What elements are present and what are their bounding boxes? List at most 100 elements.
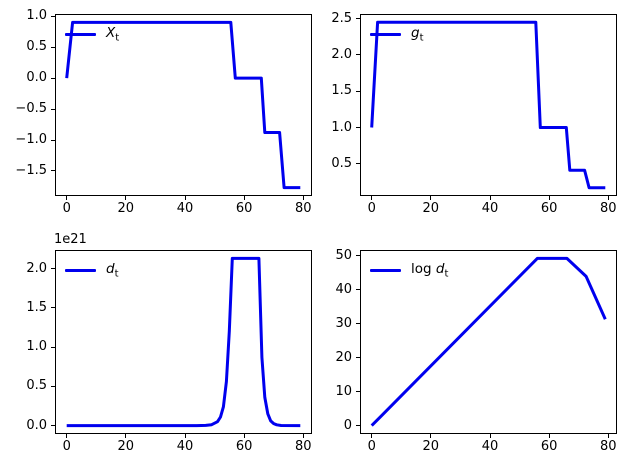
x-tick-label: 40 bbox=[481, 201, 499, 216]
x-tick bbox=[184, 434, 186, 438]
y-tick bbox=[51, 108, 55, 110]
subplot-xt: Xt 0 20 40 60 80 −1.5 −1.0 −0.5 0.0 0.5 1.0 bbox=[15, 8, 312, 216]
y-tick bbox=[356, 255, 360, 257]
y-tick bbox=[51, 77, 55, 79]
y-tick-label: −1.0 bbox=[15, 132, 47, 147]
y-tick bbox=[356, 425, 360, 427]
x-tick-label: 80 bbox=[600, 439, 617, 454]
x-tick-label: 20 bbox=[422, 439, 440, 454]
y-tick-label: 2.5 bbox=[331, 10, 352, 26]
plot-area bbox=[55, 14, 312, 196]
x-tick bbox=[243, 434, 245, 438]
y-tick-label: 0.5 bbox=[26, 39, 47, 55]
x-tick-label: 60 bbox=[540, 439, 558, 454]
y-tick bbox=[356, 323, 360, 325]
x-tick-label: 20 bbox=[117, 439, 135, 454]
legend-key-line bbox=[370, 32, 401, 36]
axes-spines bbox=[360, 14, 617, 196]
y-tick bbox=[51, 346, 55, 348]
x-tick bbox=[371, 196, 373, 200]
x-tick bbox=[184, 196, 186, 200]
y-tick bbox=[356, 357, 360, 359]
x-tick bbox=[607, 196, 609, 200]
x-tick-label: 60 bbox=[540, 201, 558, 216]
y-tick-label: 20 bbox=[335, 349, 352, 365]
plot-area bbox=[360, 14, 617, 196]
x-tick-label: 0 bbox=[367, 201, 376, 216]
plot-area bbox=[55, 250, 312, 434]
axes-spines bbox=[55, 14, 312, 196]
legend-key-line bbox=[65, 32, 96, 36]
legend-label: Xt bbox=[106, 25, 120, 44]
data-line bbox=[370, 20, 606, 190]
y-tick-label: 30 bbox=[335, 315, 352, 331]
y-tick-label: 2.0 bbox=[26, 260, 47, 276]
y-axis-offset-label: 1e21 bbox=[54, 232, 87, 247]
x-tick-label: 40 bbox=[481, 439, 499, 454]
x-tick bbox=[371, 434, 373, 438]
subplot-gt: gt 0 20 40 60 80 0.5 1.0 1.5 2.0 2.5 bbox=[331, 11, 617, 216]
x-tick-label: 80 bbox=[295, 201, 312, 216]
x-tick bbox=[489, 196, 491, 200]
y-tick-label: 0.5 bbox=[331, 155, 352, 171]
y-tick-label: 0 bbox=[343, 417, 352, 433]
y-tick-label: 2.0 bbox=[331, 46, 352, 62]
y-tick bbox=[51, 385, 55, 387]
x-tick-label: 20 bbox=[117, 201, 135, 216]
x-tick-label: 0 bbox=[62, 439, 71, 454]
y-tick-label: 1.5 bbox=[331, 83, 352, 99]
x-tick-label: 60 bbox=[235, 439, 253, 454]
x-tick-label: 0 bbox=[62, 201, 71, 216]
x-tick bbox=[243, 196, 245, 200]
x-tick bbox=[548, 434, 550, 438]
x-tick bbox=[489, 434, 491, 438]
x-tick bbox=[607, 434, 609, 438]
x-tick-label: 40 bbox=[176, 439, 194, 454]
x-tick bbox=[66, 434, 68, 438]
legend: Xt bbox=[65, 25, 120, 44]
y-tick-label: 1.0 bbox=[26, 339, 47, 355]
y-tick bbox=[51, 15, 55, 17]
data-line bbox=[66, 256, 301, 428]
y-tick-label: 10 bbox=[335, 383, 352, 399]
legend-label: log dt bbox=[411, 261, 449, 280]
y-tick-label: 0.0 bbox=[26, 70, 47, 86]
y-tick bbox=[51, 307, 55, 309]
y-tick bbox=[51, 139, 55, 141]
y-tick-label: 1.0 bbox=[331, 119, 352, 135]
x-tick bbox=[302, 434, 304, 438]
x-tick bbox=[125, 434, 127, 438]
x-tick-label: 0 bbox=[367, 439, 376, 454]
y-tick-label: 1.0 bbox=[26, 8, 47, 24]
x-tick-label: 40 bbox=[176, 201, 194, 216]
legend-label: dt bbox=[106, 261, 119, 280]
legend-key-line bbox=[370, 268, 401, 272]
data-line bbox=[370, 256, 607, 427]
y-tick bbox=[356, 163, 360, 165]
legend-key-line bbox=[65, 268, 96, 272]
x-tick bbox=[125, 196, 127, 200]
x-tick bbox=[430, 434, 432, 438]
x-tick-label: 20 bbox=[422, 201, 440, 216]
y-tick bbox=[356, 391, 360, 393]
subplot-dt: 1e21 dt 0 20 40 60 80 0.0 0.5 1.0 1.5 2.0 bbox=[26, 233, 312, 454]
axes-spines bbox=[55, 250, 312, 434]
x-tick-label: 80 bbox=[600, 201, 617, 216]
y-tick bbox=[356, 54, 360, 56]
y-tick bbox=[51, 46, 55, 48]
legend: log dt bbox=[370, 261, 449, 280]
plot-area bbox=[360, 250, 617, 434]
y-tick-label: −0.5 bbox=[15, 101, 47, 116]
y-tick-label: 0.0 bbox=[26, 417, 47, 433]
x-tick bbox=[548, 196, 550, 200]
subplot-log-dt: log dt 0 20 40 60 80 0 10 20 30 40 50 bbox=[335, 248, 617, 454]
legend: dt bbox=[65, 261, 119, 280]
y-tick-label: 1.5 bbox=[26, 299, 47, 315]
y-tick bbox=[356, 289, 360, 291]
y-tick-label: 0.5 bbox=[26, 378, 47, 394]
y-tick-label: 40 bbox=[335, 281, 352, 297]
y-tick-label: 50 bbox=[335, 247, 352, 263]
legend-label: gt bbox=[411, 25, 424, 44]
x-tick-label: 60 bbox=[235, 201, 253, 216]
